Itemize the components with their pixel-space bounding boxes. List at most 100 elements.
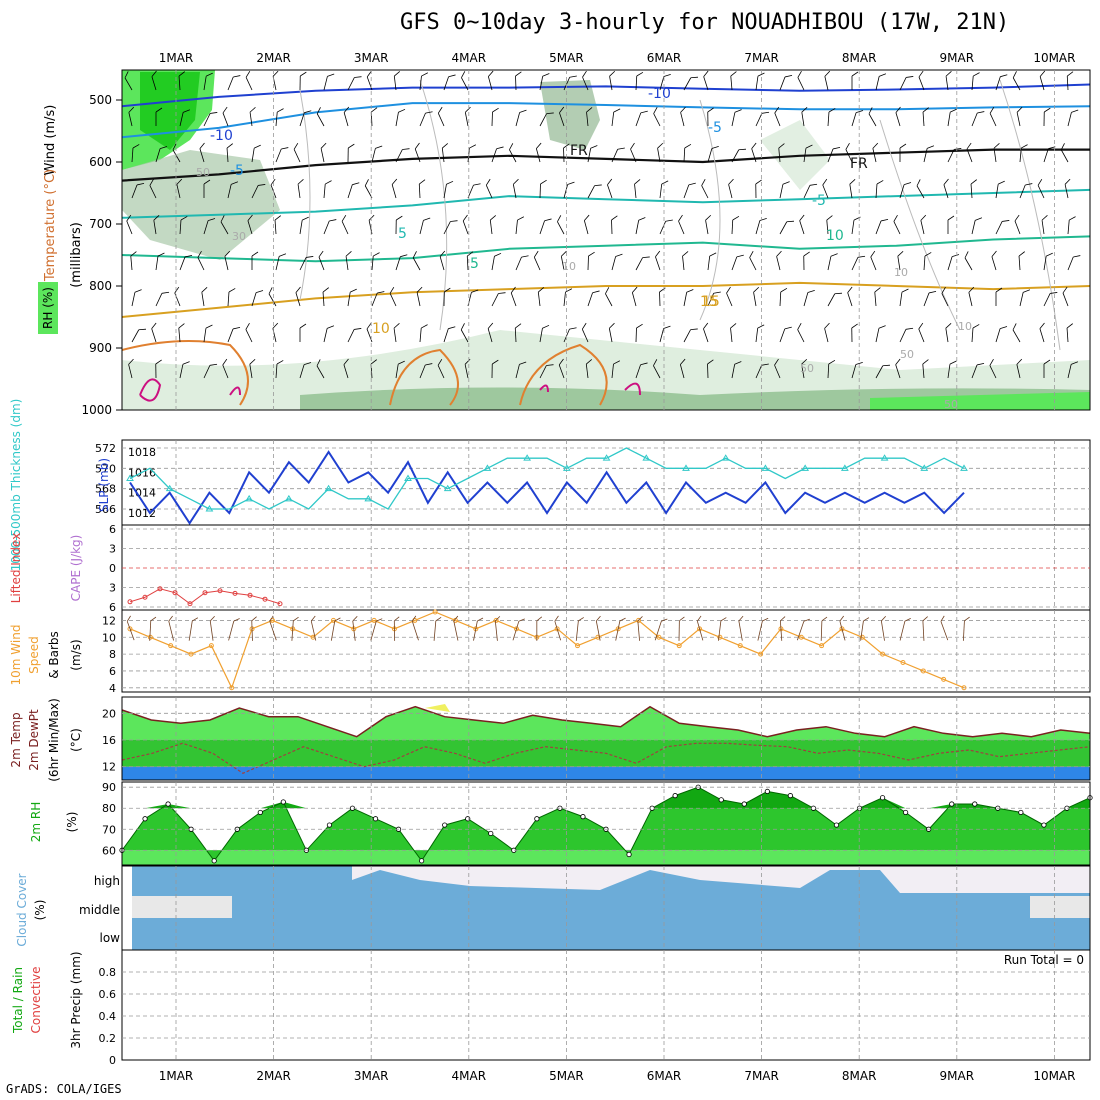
temp-tick-label: 12 bbox=[102, 761, 116, 774]
wind-barb bbox=[509, 143, 517, 163]
wind-barb bbox=[947, 360, 957, 379]
wind-barb bbox=[227, 326, 241, 343]
wind-barb bbox=[419, 363, 433, 379]
wind-barb bbox=[343, 358, 349, 379]
wind-barb bbox=[899, 182, 912, 199]
wind-barb bbox=[460, 323, 469, 343]
wind-barb bbox=[731, 148, 747, 163]
precip-tick-label: 0.8 bbox=[99, 966, 117, 979]
cape-axis-label: CAPE (J/kg) bbox=[69, 535, 83, 602]
wind-barb bbox=[316, 107, 325, 127]
wind-barb bbox=[870, 250, 877, 271]
surface-wind-barb bbox=[595, 615, 601, 641]
top-date-label: 9MAR bbox=[940, 51, 975, 65]
surface-wind-barb bbox=[880, 615, 886, 641]
wind-barb bbox=[893, 214, 901, 235]
temp-line bbox=[121, 705, 1091, 738]
wind-barb bbox=[659, 180, 669, 199]
wind-barb bbox=[824, 70, 831, 91]
wind-speed-point bbox=[839, 626, 845, 632]
contour-label: 15 bbox=[702, 294, 720, 310]
top-date-label: 7MAR bbox=[744, 51, 779, 65]
contour-label: -10 bbox=[648, 86, 671, 102]
wind-barb bbox=[875, 180, 884, 199]
wind-barb bbox=[799, 214, 805, 235]
wind-barb bbox=[1039, 70, 1046, 91]
contour-label: -5 bbox=[708, 120, 722, 136]
wind-barb bbox=[1016, 358, 1023, 379]
thickness-point bbox=[245, 494, 254, 502]
wind-barb bbox=[730, 323, 737, 343]
wind-barb bbox=[1060, 143, 1069, 163]
wind-barb bbox=[1043, 359, 1051, 378]
rh-high-area bbox=[122, 787, 1090, 809]
thickness-point bbox=[801, 464, 810, 471]
wind-barb bbox=[199, 142, 205, 163]
wind-barb bbox=[437, 106, 445, 127]
wind-barb bbox=[299, 216, 309, 235]
wind-barb bbox=[179, 361, 190, 379]
isotherm-line bbox=[121, 148, 1090, 182]
wind-barb bbox=[510, 286, 517, 307]
rh-unit-label: (%) bbox=[65, 812, 79, 833]
thickness-point bbox=[682, 464, 690, 471]
wind-tick-label: 6 bbox=[109, 665, 116, 678]
rh-area bbox=[122, 787, 1090, 861]
wind-barb bbox=[222, 358, 229, 379]
wind-barb bbox=[755, 179, 762, 199]
wind-barb bbox=[563, 181, 575, 199]
wind-barb bbox=[605, 287, 613, 307]
wind-speed-point bbox=[127, 626, 133, 632]
wind-barb bbox=[299, 323, 307, 342]
precip-total-label: Total / Rain bbox=[11, 967, 25, 1034]
surface-wind-barb bbox=[393, 616, 400, 641]
wind-barb bbox=[655, 250, 661, 271]
wind-axis-label: 10m Wind bbox=[9, 625, 23, 686]
wind-barb bbox=[299, 71, 307, 91]
wind-barb bbox=[779, 74, 793, 91]
top-date-label: 1MAR bbox=[159, 51, 194, 65]
wind-barb bbox=[916, 179, 925, 199]
wind-barb bbox=[203, 324, 213, 343]
thickness-point bbox=[960, 464, 968, 471]
top-date-label: 6MAR bbox=[647, 51, 682, 65]
wind-barb bbox=[227, 75, 241, 91]
wind-barb bbox=[563, 288, 573, 307]
wind-barb bbox=[155, 252, 165, 271]
top-date-label: 10MAR bbox=[1033, 51, 1075, 65]
wind-barb bbox=[923, 290, 937, 307]
bottom-date-label: 6MAR bbox=[647, 1069, 682, 1083]
rh-point bbox=[1018, 809, 1024, 816]
wind-barb bbox=[487, 70, 494, 91]
wind-barb bbox=[124, 71, 133, 91]
wind-barb bbox=[731, 254, 744, 271]
top-date-label: 4MAR bbox=[452, 51, 487, 65]
temp-contour-25 bbox=[139, 378, 641, 402]
wind-barb bbox=[797, 70, 805, 91]
wind-barb bbox=[923, 252, 932, 271]
wind-barb bbox=[462, 214, 469, 235]
wind-barb bbox=[995, 220, 1010, 235]
dewpoint-line bbox=[121, 742, 1091, 774]
wind-barb bbox=[345, 251, 352, 271]
isotherm-line bbox=[121, 83, 1091, 108]
wind-barb bbox=[1043, 292, 1058, 307]
precip-convective-label: Convective bbox=[29, 967, 43, 1034]
surface-wind-barb bbox=[757, 617, 769, 641]
wind-barb bbox=[1043, 107, 1051, 127]
wind-barb bbox=[443, 287, 451, 307]
wind-barb bbox=[659, 219, 673, 235]
wind-barb bbox=[395, 254, 408, 271]
wind-barb bbox=[607, 178, 613, 199]
cloud-layer-label: high bbox=[94, 874, 120, 888]
bottom-date-label: 8MAR bbox=[842, 1069, 877, 1083]
wind-barb bbox=[323, 325, 335, 343]
isotherm-line bbox=[121, 102, 1091, 139]
temp-unit-label: (°C) bbox=[69, 728, 83, 752]
rh-point bbox=[972, 801, 978, 807]
pressure-tick-label: 900 bbox=[89, 341, 112, 355]
wind-barb bbox=[155, 146, 168, 163]
wind-barb bbox=[774, 358, 781, 379]
rh-base-band bbox=[122, 850, 1090, 865]
wind-barb bbox=[364, 179, 373, 199]
